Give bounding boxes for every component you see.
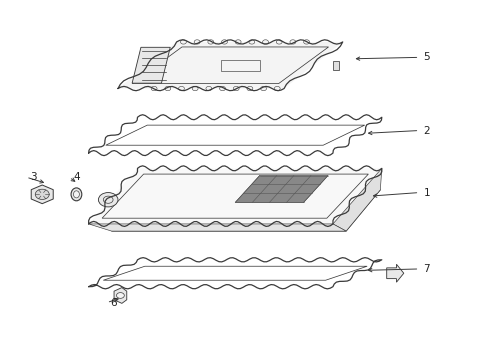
Text: 5: 5 (423, 52, 430, 62)
Text: 1: 1 (423, 188, 430, 198)
Circle shape (151, 86, 157, 91)
Circle shape (261, 86, 267, 91)
Polygon shape (333, 168, 382, 231)
Circle shape (117, 293, 124, 298)
Circle shape (206, 86, 212, 91)
Circle shape (247, 86, 253, 91)
Polygon shape (132, 47, 170, 83)
Text: 6: 6 (111, 298, 117, 308)
Bar (333, 61, 339, 69)
Circle shape (220, 86, 225, 91)
Polygon shape (89, 168, 382, 224)
Text: 4: 4 (73, 172, 80, 182)
Polygon shape (114, 288, 127, 303)
Circle shape (165, 86, 171, 91)
Circle shape (249, 40, 255, 44)
Polygon shape (112, 190, 380, 231)
Text: 3: 3 (30, 172, 37, 182)
Circle shape (180, 40, 186, 44)
Circle shape (235, 40, 241, 44)
Circle shape (178, 86, 184, 91)
Bar (220, 60, 260, 71)
Circle shape (194, 40, 200, 44)
Polygon shape (387, 264, 404, 282)
Circle shape (263, 40, 269, 44)
Text: 7: 7 (423, 264, 430, 274)
Circle shape (35, 189, 49, 199)
Circle shape (98, 193, 118, 207)
Circle shape (208, 40, 214, 44)
Ellipse shape (71, 188, 82, 201)
Circle shape (233, 86, 239, 91)
Circle shape (276, 40, 282, 44)
Ellipse shape (74, 191, 79, 198)
Circle shape (304, 40, 310, 44)
Circle shape (221, 40, 227, 44)
Circle shape (192, 86, 198, 91)
Polygon shape (235, 176, 328, 202)
Polygon shape (89, 224, 346, 231)
Circle shape (274, 86, 280, 91)
Polygon shape (31, 185, 53, 204)
Circle shape (290, 40, 296, 44)
Polygon shape (118, 42, 343, 89)
Text: 2: 2 (423, 126, 430, 135)
